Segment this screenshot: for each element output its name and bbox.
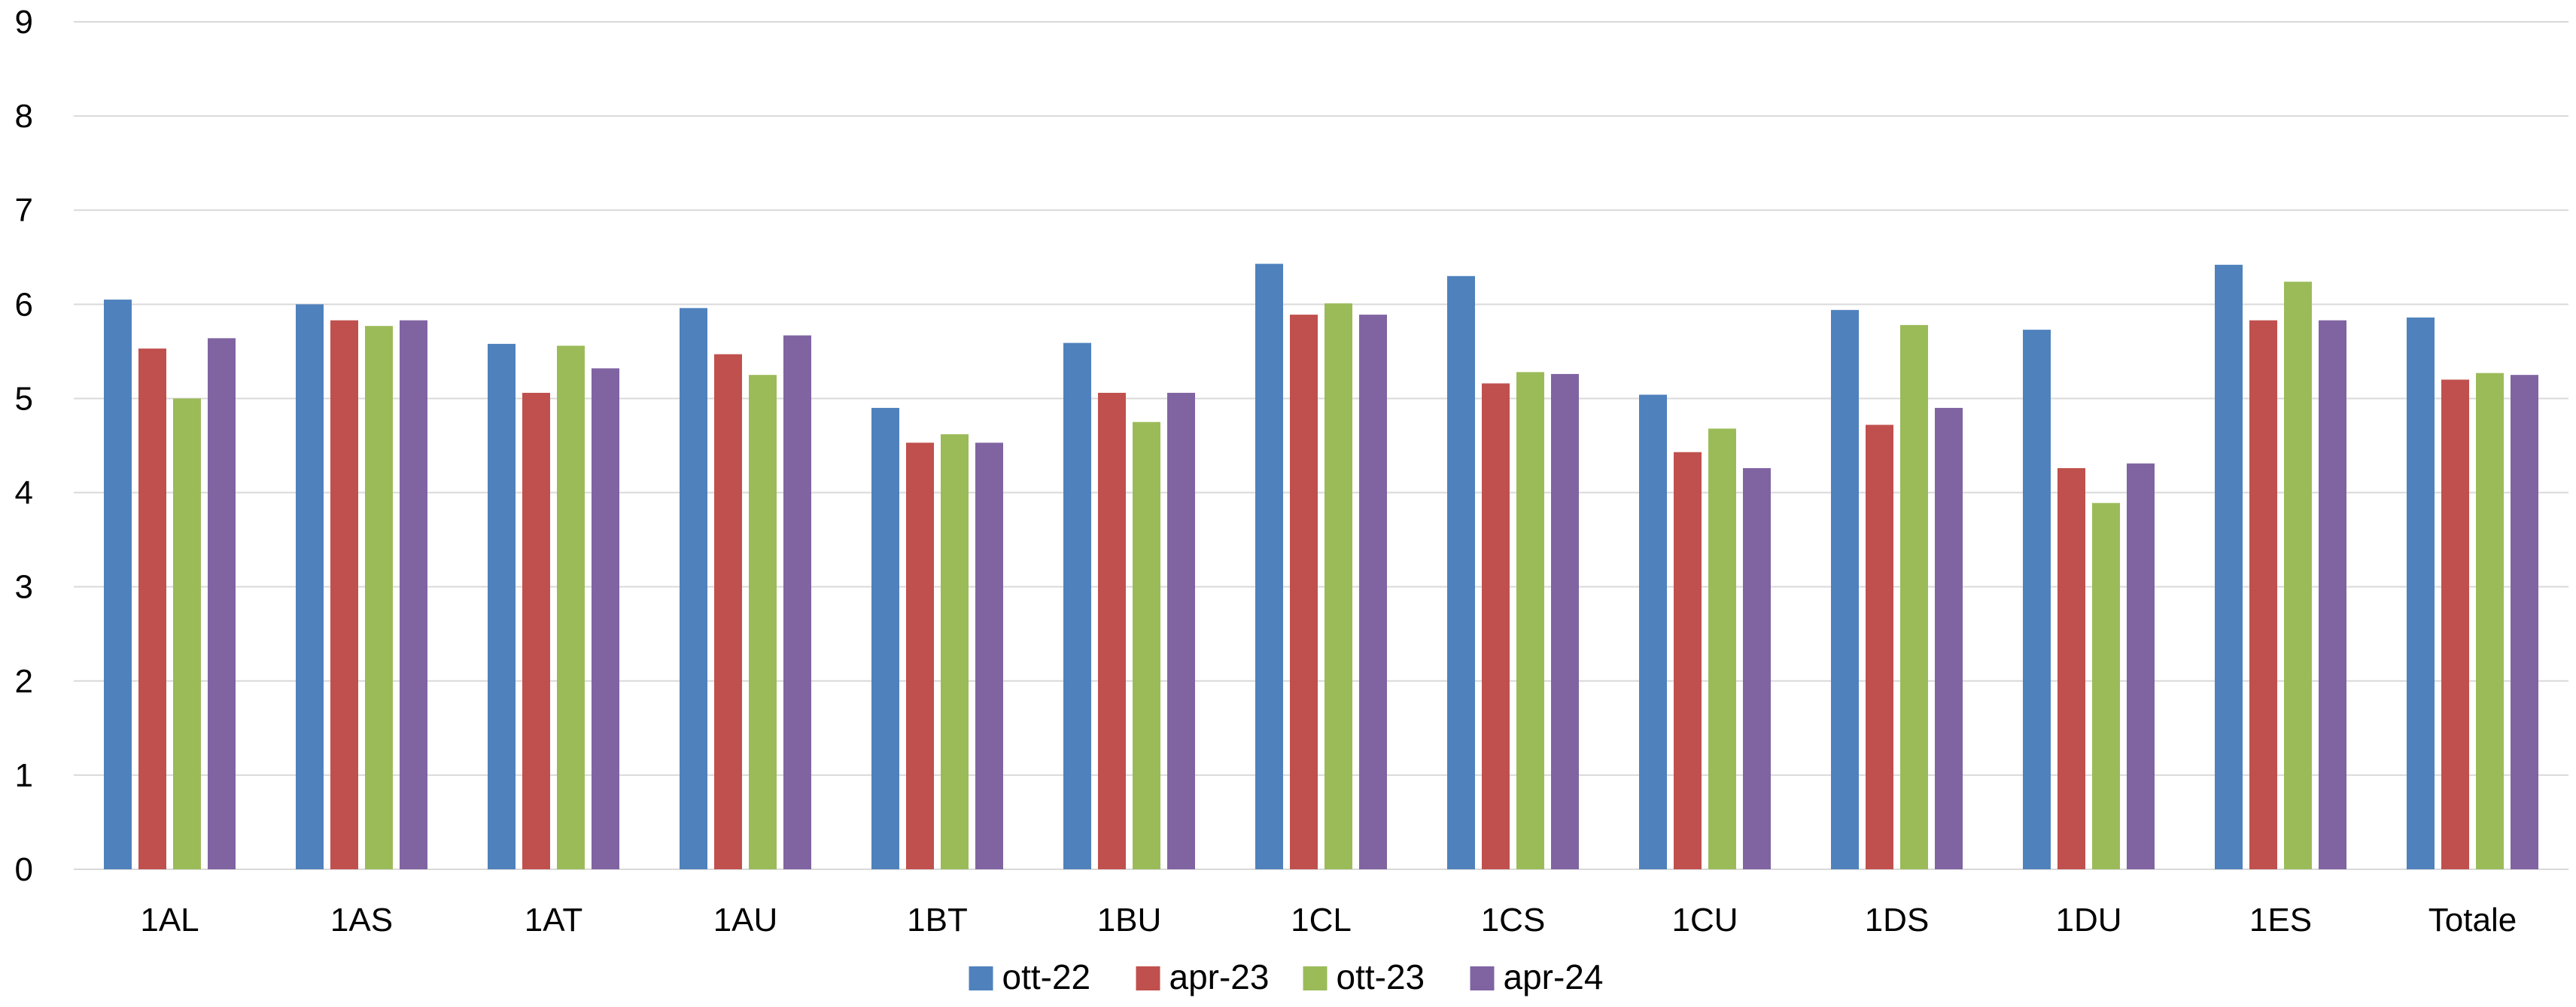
legend-swatch [1303,966,1328,990]
bar-totale-ott-23 [2476,373,2504,870]
legend: ott-22 apr-23 ott-23 apr-24 [969,957,1604,996]
bar-1as-apr-24 [400,320,427,869]
bar-1at-ott-23 [557,345,585,870]
bar-1al-apr-23 [138,348,166,869]
legend-swatch [1470,966,1495,990]
y-tick-label: 2 [15,663,33,700]
bar-1cl-ott-22 [1255,263,1283,870]
bar-1bu-ott-22 [1063,342,1091,869]
y-tick-label: 5 [15,380,33,417]
x-tick-label: 1AS [330,902,393,939]
bar-1at-apr-23 [522,392,550,869]
y-tick-label: 1 [15,757,33,794]
bar-1es-ott-23 [2284,281,2312,870]
bar-totale-apr-24 [2511,375,2538,870]
bars [104,263,2538,870]
bar-1cu-ott-23 [1708,428,1736,869]
x-tick-label: 1CL [1291,902,1352,939]
bar-1cs-apr-23 [1482,383,1510,870]
bar-1bu-apr-24 [1167,392,1195,869]
bar-1ds-apr-23 [1866,424,1893,869]
bar-1bu-apr-23 [1098,392,1126,869]
legend-swatch [1136,966,1160,990]
bar-1ds-ott-23 [1900,324,1928,869]
bar-1du-ott-22 [2023,330,2051,869]
bar-1at-apr-24 [592,368,619,869]
legend-item-ott-23: ott-23 [1303,957,1425,996]
bar-1bu-ott-23 [1133,421,1160,869]
bar-1cu-apr-23 [1674,452,1702,869]
y-tick-label: 8 [15,98,33,135]
y-tick-label: 9 [15,4,33,41]
bar-1ds-ott-22 [1831,309,1859,870]
legend-label: apr-23 [1169,957,1270,996]
y-tick-label: 6 [15,286,33,323]
x-tick-label: Totale [2428,902,2517,939]
bar-1bt-apr-23 [906,443,934,869]
x-tick-label: 1AU [713,902,778,939]
bar-1au-ott-22 [680,308,707,869]
x-tick-label: 1BT [907,902,968,939]
bar-1du-apr-24 [2127,463,2155,869]
bar-1cl-ott-23 [1324,303,1352,869]
x-tick-label: 1DS [1865,902,1930,939]
bar-1as-ott-22 [296,304,324,869]
x-tick-label: 1ES [2249,902,2312,939]
x-tick-label: 1CU [1671,902,1738,939]
bar-1es-ott-22 [2215,264,2243,870]
bar-1as-apr-23 [330,320,358,869]
bar-1al-apr-24 [208,338,236,870]
x-tick-label: 1AL [140,902,199,939]
bar-1cl-apr-24 [1359,315,1387,869]
bar-1al-ott-23 [173,398,201,869]
bar-1es-apr-23 [2249,320,2277,869]
x-tick-label: 1CS [1481,902,1546,939]
legend-label: apr-24 [1504,957,1604,996]
legend-label: ott-22 [1002,957,1091,996]
legend-swatch [969,966,993,990]
legend-item-apr-23: apr-23 [1136,957,1270,996]
bar-1at-ott-22 [488,343,516,869]
bar-1al-ott-22 [104,300,132,870]
legend-item-ott-22: ott-22 [969,957,1091,996]
bar-1as-ott-23 [365,326,393,869]
bar-1du-ott-23 [2092,503,2120,869]
x-axis-ticks: 1AL 1AS 1AT 1AU 1BT 1BU 1CL 1CS 1CU 1DS 1DU 1ES Tota… [140,902,2517,939]
x-tick-label: 1BU [1097,902,1162,939]
y-tick-label: 7 [15,192,33,229]
bar-1cl-apr-23 [1290,315,1318,869]
bar-1du-apr-23 [2057,468,2085,869]
bar-1au-ott-23 [749,375,777,870]
bar-1cs-apr-24 [1551,373,1579,870]
bar-totale-apr-23 [2441,379,2469,869]
bar-1cu-ott-22 [1639,394,1667,869]
y-tick-label: 4 [15,475,33,512]
bar-1es-apr-24 [2319,320,2346,869]
bar-1cu-apr-24 [1743,468,1771,869]
y-tick-label: 0 [15,851,33,888]
x-tick-label: 1DU [2055,902,2121,939]
y-tick-label: 3 [15,569,33,606]
bar-1au-apr-24 [783,335,811,869]
bar-totale-ott-22 [2407,317,2435,869]
bar-1bt-ott-23 [941,434,969,869]
bar-1cs-ott-22 [1447,275,1475,869]
bar-1bt-ott-22 [871,407,899,869]
bar-1bt-apr-24 [975,443,1003,869]
legend-label: ott-23 [1337,957,1425,996]
legend-item-apr-24: apr-24 [1470,957,1604,996]
gridlines [74,21,2568,870]
bar-1ds-apr-24 [1935,407,1963,869]
bar-1au-apr-23 [714,354,742,869]
x-tick-label: 1AT [525,902,582,939]
y-axis-ticks: 0 1 2 3 4 5 6 7 8 9 [15,4,33,888]
bar-1cs-ott-23 [1516,372,1544,869]
